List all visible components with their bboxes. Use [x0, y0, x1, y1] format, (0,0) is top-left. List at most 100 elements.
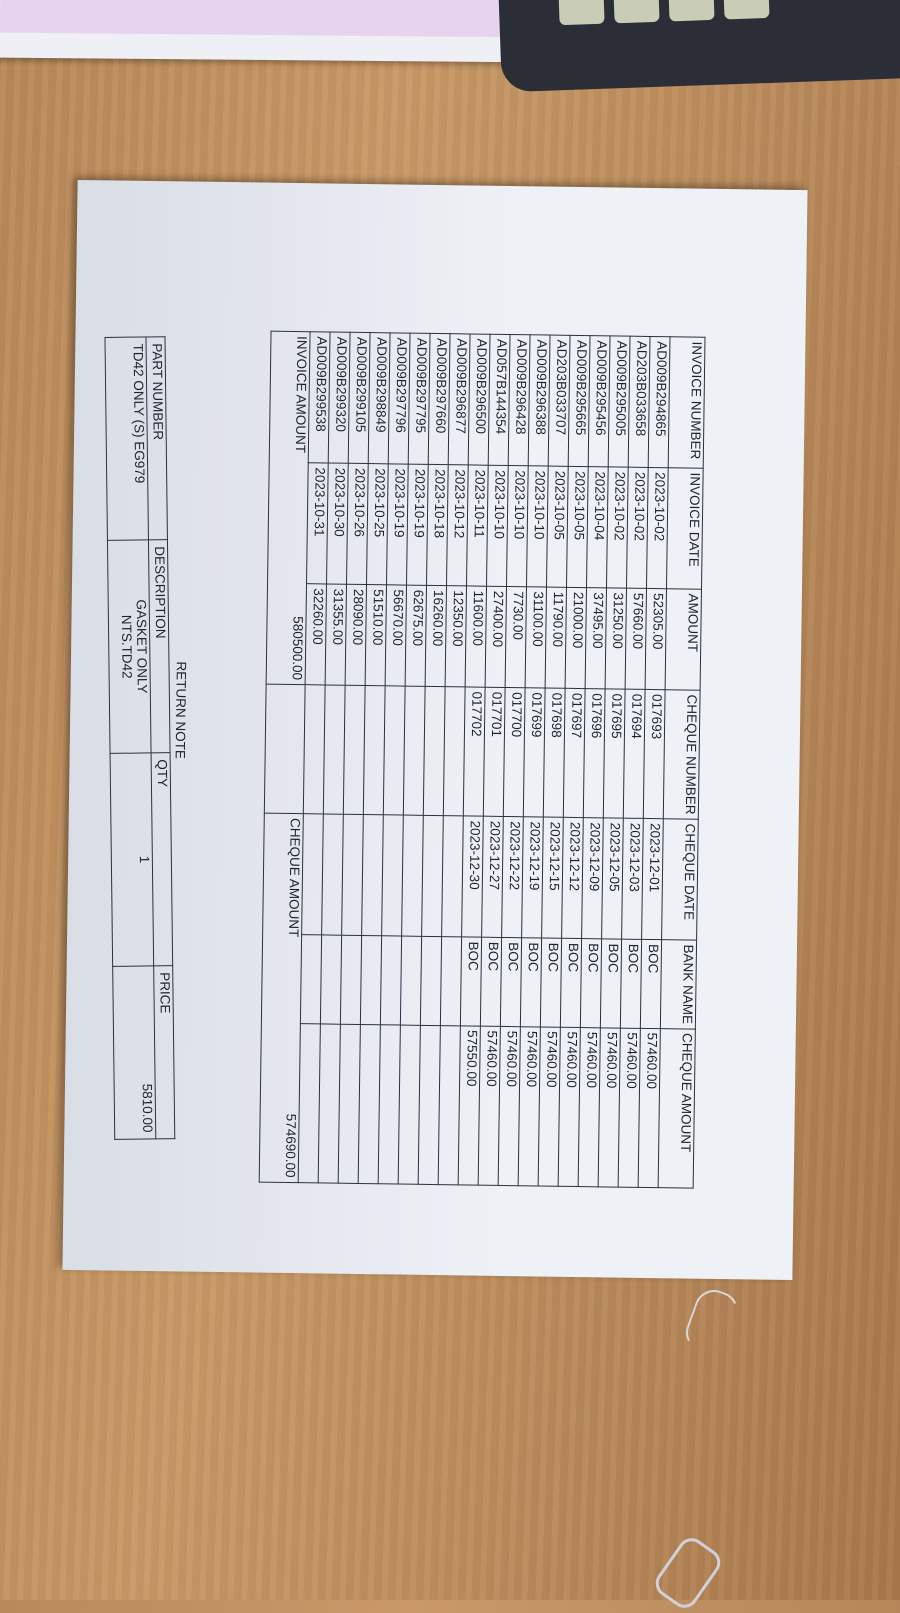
cell-cheque-number: 017697 [563, 688, 586, 818]
header-description: DESCRIPTION [148, 539, 171, 753]
cell-invoice-date: 2023-10-19 [386, 463, 409, 586]
cell-invoice-number: AD009B295665 [568, 335, 591, 467]
cell-invoice-date: 2023-10-02 [606, 466, 629, 589]
cell-cheque-date [441, 815, 464, 937]
cell-bank-name [400, 936, 422, 1025]
cell-amount: 57660.00 [625, 588, 647, 690]
cell-cheque-date: 2023-12-30 [461, 815, 484, 938]
cell-cheque-number [423, 686, 446, 816]
cell-cheque-number [363, 685, 386, 815]
cell-bank-name: BOC [520, 937, 542, 1027]
cell-cheque-amount [358, 1024, 381, 1184]
cell-cheque-number [323, 684, 346, 815]
cell-cheque-number: 017700 [503, 687, 526, 817]
calculator-key [668, 0, 715, 22]
cell-cheque-date [421, 815, 444, 937]
header-invoice-number: INVOICE NUMBER [668, 336, 706, 469]
cell-cheque-amount [418, 1024, 441, 1185]
cell-cheque-date: 2023-12-09 [581, 817, 604, 939]
cell-invoice-date: 2023-10-02 [646, 467, 669, 589]
cell-invoice-number: AD009B294865 [648, 336, 671, 468]
header-part-number: PART NUMBER [145, 336, 168, 540]
cell-invoice-number: AD009B295456 [588, 335, 611, 467]
cell-invoice-date: 2023-10-30 [326, 462, 349, 585]
cell-cheque-number: 017696 [583, 688, 606, 818]
cell-cheque-date: 2023-12-19 [521, 816, 544, 939]
cell-cheque-number: 017701 [483, 687, 506, 817]
cell-cheque-date: 2023-12-27 [481, 816, 504, 938]
cell-cheque-amount [438, 1025, 461, 1185]
cell-amount: 27400.00 [485, 586, 507, 688]
cell-cheque-number [343, 685, 366, 815]
cell-invoice-date: 2023-10-05 [566, 466, 589, 588]
cell-cheque-amount [338, 1023, 361, 1184]
cell-cheque-date [361, 814, 384, 936]
cell-amount: 11790.00 [545, 587, 567, 689]
cell-amount: 31250.00 [605, 587, 627, 690]
cell-bank-name: BOC [540, 938, 562, 1027]
cell-amount: 16260.00 [425, 585, 447, 687]
cell-cheque-number: 017698 [543, 688, 566, 818]
cell-amount: 31100.00 [525, 586, 547, 689]
cell-invoice-date: 2023-10-25 [366, 463, 389, 585]
cell-bank-name: BOC [500, 937, 522, 1027]
cell-cheque-amount: 57460.00 [498, 1025, 521, 1186]
cell-cheque-date: 2023-12-03 [621, 818, 644, 940]
qty: 1 [110, 752, 154, 967]
cell-cheque-number: 017695 [603, 688, 626, 819]
cell-cheque-date [341, 814, 364, 936]
cell-invoice-date: 2023-10-19 [406, 464, 429, 586]
cell-bank-name [440, 936, 462, 1026]
cheque-amount-total: 574690.00 [259, 1022, 301, 1183]
cell-invoice-number: AD009B299320 [328, 331, 351, 464]
cell-bank-name [420, 936, 442, 1026]
cell-cheque-amount: 57460.00 [578, 1027, 601, 1187]
cell-cheque-amount: 57460.00 [538, 1026, 561, 1186]
cell-cheque-number [383, 685, 406, 816]
cell-amount: 21000.00 [565, 587, 587, 689]
cell-invoice-date: 2023-10-11 [466, 464, 489, 587]
payment-document: INVOICE NUMBER INVOICE DATE AMOUNT CHEQU… [62, 179, 808, 1281]
cell-invoice-date: 2023-10-18 [426, 464, 449, 586]
cell-cheque-number: 017694 [623, 689, 646, 819]
cell-invoice-number: AD009B296428 [508, 334, 531, 466]
cell-invoice-number: AD057B144354 [488, 334, 511, 466]
calculator-key [613, 0, 660, 24]
header-cheque-number: CHEQUE NUMBER [663, 689, 701, 820]
cell-amount: 62675.00 [405, 585, 427, 687]
cell-invoice-date: 2023-10-26 [346, 463, 369, 585]
cell-amount: 52305.00 [645, 588, 667, 690]
cell-cheque-amount: 57460.00 [598, 1027, 621, 1187]
cell-cheque-amount [298, 1023, 321, 1183]
cell-invoice-number: AD203B033707 [548, 335, 571, 467]
cell-cheque-number [403, 686, 426, 816]
cell-invoice-date: 2023-10-10 [506, 465, 529, 587]
cell-invoice-number: AD203B033658 [628, 336, 651, 468]
cell-amount: 28090.00 [345, 584, 367, 686]
cell-cheque-amount: 57460.00 [558, 1026, 581, 1187]
cell-cheque-date: 2023-12-01 [641, 818, 664, 940]
cell-invoice-number: AD009B297796 [388, 332, 411, 465]
description-line-2: NTS.TD42 [118, 614, 135, 679]
cell-amount: 7730.00 [505, 586, 527, 688]
cell-cheque-amount [398, 1024, 421, 1184]
cell-cheque-date: 2023-12-22 [501, 816, 524, 938]
cell-invoice-date: 2023-10-10 [486, 465, 509, 587]
cell-invoice-date: 2023-10-04 [586, 466, 609, 588]
cell-cheque-number [303, 684, 326, 814]
cell-amount: 11600.00 [465, 585, 487, 688]
cell-cheque-amount [378, 1024, 401, 1184]
cell-amount: 12350.00 [445, 585, 467, 687]
return-note-title: RETURN NOTE [172, 661, 189, 760]
cell-cheque-number: 017702 [463, 686, 486, 817]
cell-bank-name [360, 935, 382, 1025]
cell-invoice-date: 2023-10-02 [626, 467, 649, 589]
header-cheque-date: CHEQUE DATE [661, 818, 699, 941]
price: 5810.00 [112, 965, 156, 1140]
cell-bank-name: BOC [460, 936, 482, 1026]
cell-bank-name [320, 934, 342, 1024]
header-cheque-amount: CHEQUE AMOUNT [658, 1028, 696, 1188]
cell-bank-name [380, 935, 402, 1025]
cell-cheque-date: 2023-12-12 [561, 817, 584, 939]
cell-cheque-amount: 57460.00 [618, 1027, 641, 1187]
